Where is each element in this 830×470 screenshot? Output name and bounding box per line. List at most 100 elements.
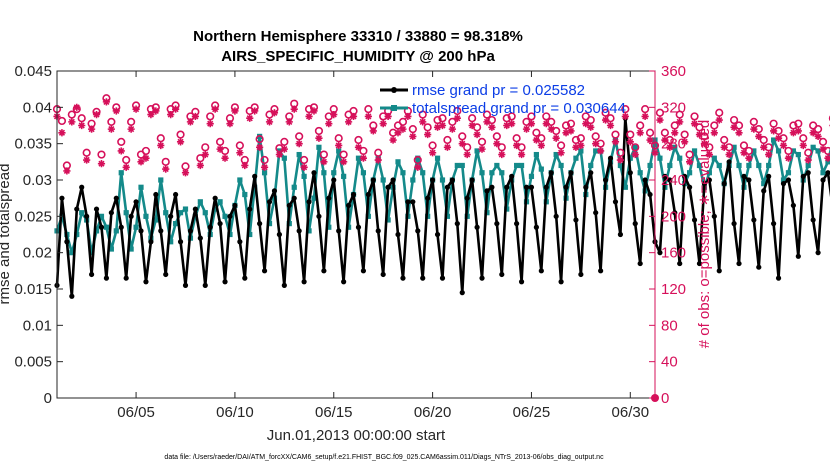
obs-possible-point — [616, 148, 625, 157]
data-point-rmse — [602, 177, 609, 183]
obs-evaluated-point — [567, 127, 575, 135]
data-point-rmse — [410, 199, 416, 205]
y-axis-right: 0 40 80 120 160 200 240 280 320 360 — [649, 63, 686, 407]
obs-possible-point — [497, 143, 506, 152]
data-point-rmse — [296, 228, 302, 234]
obs-possible-point — [413, 155, 422, 165]
data-point-totalspread — [113, 228, 119, 234]
obs-possible-point — [685, 150, 694, 159]
data-point-rmse — [306, 199, 312, 205]
data-point-rmse — [84, 213, 90, 219]
data-point-rmse — [528, 184, 535, 190]
obs-possible-point — [749, 117, 758, 126]
obs-evaluated-point — [765, 150, 773, 159]
obs-possible-point — [670, 121, 679, 130]
data-point-totalspread — [459, 162, 465, 169]
data-point-totalspread — [360, 170, 367, 176]
data-point-rmse — [489, 184, 495, 190]
obs-possible-point — [339, 150, 348, 159]
data-point-totalspread — [677, 155, 683, 161]
data-point-totalspread — [780, 177, 787, 183]
y-tick-label-right: 0 — [661, 390, 669, 407]
obs-possible-point — [295, 132, 304, 141]
series-rmse — [54, 115, 830, 299]
obs-possible-point — [107, 117, 116, 126]
obs-evaluated-point — [597, 147, 605, 155]
data-point-rmse — [415, 228, 421, 234]
obs-evaluated-point — [819, 145, 827, 153]
data-point-totalspread — [667, 162, 673, 169]
obs-evaluated-point — [537, 141, 545, 150]
data-point-totalspread — [711, 155, 717, 161]
obs-evaluated-point — [68, 118, 76, 126]
data-point-totalspread — [173, 221, 179, 227]
y-tick-label-right: 320 — [661, 99, 686, 116]
obs-possible-point — [314, 126, 324, 136]
data-point-totalspread — [123, 210, 129, 216]
obs-evaluated-point — [473, 130, 481, 139]
data-point-rmse — [731, 221, 737, 227]
obs-evaluated-point — [127, 125, 135, 133]
y-tick-label-left: 0.045 — [14, 63, 52, 80]
obs-possible-point — [300, 155, 309, 165]
data-point-totalspread — [291, 184, 297, 190]
obs-possible-point — [364, 105, 373, 114]
obs-possible-point — [67, 110, 76, 119]
obs-evaluated-point — [690, 120, 699, 128]
obs-possible-point — [561, 121, 571, 130]
data-point-rmse — [370, 177, 376, 183]
obs-evaluated-point — [78, 121, 86, 130]
data-point-rmse — [118, 224, 124, 230]
obs-possible-point — [468, 114, 477, 123]
obs-evaluated-point — [97, 160, 106, 168]
data-point-rmse — [123, 275, 129, 281]
obs-possible-point — [117, 137, 126, 146]
data-point-totalspread — [573, 155, 579, 161]
obs-evaluated-point — [483, 118, 491, 126]
x-tick-label: 06/10 — [216, 404, 254, 421]
data-point-totalspread — [118, 170, 124, 176]
obs-evaluated-point — [513, 141, 521, 150]
obs-possible-point — [527, 112, 536, 121]
legend-rmse-label: rmse grand pr = 0.025582 — [412, 82, 585, 99]
data-point-totalspread — [825, 159, 830, 165]
y-tick-label-right: 160 — [661, 245, 686, 262]
data-point-rmse — [711, 213, 717, 219]
data-point-rmse — [662, 173, 668, 179]
obs-evaluated-point — [172, 105, 180, 113]
obs-evaluated-point — [112, 107, 120, 115]
data-point-totalspread — [395, 159, 401, 165]
y-tick-label-left: 0.005 — [14, 354, 52, 371]
data-point-totalspread — [553, 151, 559, 158]
obs-evaluated-point — [438, 121, 447, 130]
y-tick-label-right: 120 — [661, 281, 686, 298]
obs-evaluated-point — [517, 150, 526, 159]
obs-possible-point — [374, 148, 383, 157]
obs-possible-point — [636, 121, 645, 130]
data-point-rmse — [257, 221, 263, 227]
data-point-rmse — [345, 202, 352, 209]
obs-evaluated-point — [394, 129, 402, 137]
obs-evaluated-point — [735, 129, 743, 137]
y-tick-label-left: 0.03 — [23, 172, 52, 189]
obs-evaluated-point — [117, 147, 125, 155]
data-point-totalspread — [686, 170, 693, 176]
obs-evaluated-point — [453, 114, 461, 122]
obs-evaluated-point — [167, 111, 175, 119]
obs-possible-point — [784, 146, 793, 156]
data-point-totalspread — [691, 148, 698, 154]
data-point-totalspread — [212, 206, 218, 212]
data-point-rmse — [657, 250, 663, 256]
data-point-rmse — [360, 268, 367, 274]
data-point-totalspread — [706, 170, 712, 176]
data-point-rmse — [627, 170, 633, 176]
data-point-totalspread — [731, 144, 737, 150]
obs-evaluated-point — [265, 118, 274, 126]
obs-possible-point — [769, 119, 778, 128]
data-point-totalspread — [820, 170, 826, 176]
data-point-totalspread — [593, 148, 599, 154]
obs-possible-point — [280, 137, 289, 146]
data-point-totalspread — [98, 213, 105, 219]
data-point-rmse — [548, 170, 554, 176]
obs-evaluated-point — [809, 129, 817, 137]
